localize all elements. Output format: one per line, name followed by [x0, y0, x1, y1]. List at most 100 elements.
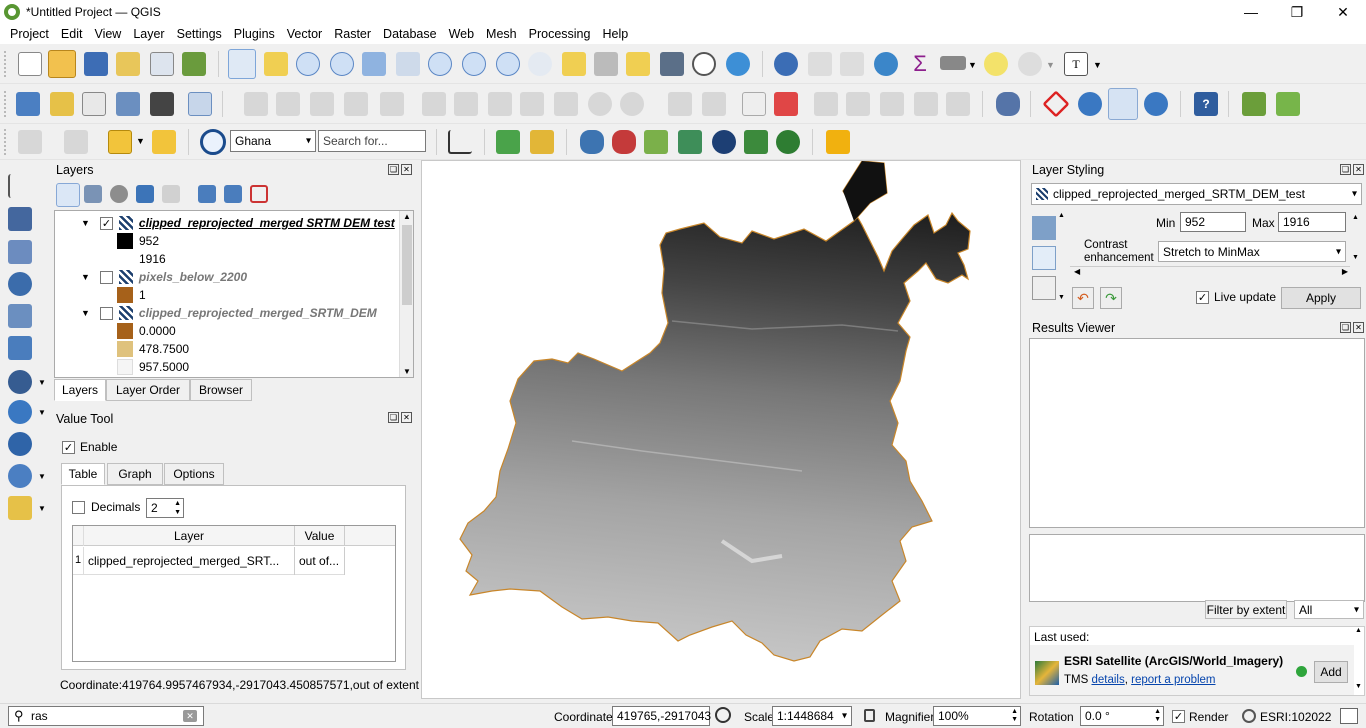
service-item[interactable]: ESRI Satellite (ArcGIS/World_Imagery) TM… [1030, 645, 1354, 695]
search-icon[interactable] [200, 129, 226, 155]
digitizing-tools-icon[interactable] [530, 130, 554, 154]
new-3d-map-icon[interactable] [594, 52, 618, 76]
add-group-icon[interactable] [84, 185, 102, 203]
expand-arrow-icon[interactable]: ▼ [81, 272, 90, 282]
float-panel-icon[interactable]: ❏ [388, 412, 399, 423]
crs-globe-icon[interactable] [1242, 709, 1256, 723]
manage-visibility-icon[interactable] [110, 185, 128, 203]
deselect-all-icon[interactable] [108, 130, 132, 154]
close-button[interactable]: ✕ [1337, 3, 1349, 20]
quickmapservices-icon[interactable] [1144, 92, 1168, 116]
menu-vector[interactable]: Vector [286, 27, 323, 41]
add-wfs-icon[interactable] [8, 432, 32, 456]
float-panel-icon[interactable]: ❏ [1340, 164, 1351, 175]
add-feature-icon[interactable] [344, 92, 368, 116]
chevron-down-icon[interactable]: ▼ [1093, 60, 1102, 70]
style-manager-icon[interactable] [182, 52, 206, 76]
float-panel-icon[interactable]: ❏ [1340, 322, 1351, 333]
menu-layer[interactable]: Layer [133, 27, 165, 41]
identify-point-icon[interactable] [152, 130, 176, 154]
show-bookmarks-icon[interactable] [660, 52, 684, 76]
measure-line-icon[interactable] [940, 56, 966, 70]
max-input[interactable]: 1916 [1278, 212, 1346, 232]
zoom-next-icon[interactable] [528, 52, 552, 76]
enable-checkbox[interactable]: ✓ [62, 440, 75, 454]
tab-layer-order[interactable]: Layer Order [106, 379, 190, 401]
expand-all-icon[interactable] [198, 185, 216, 203]
filter-combo[interactable]: All [1294, 600, 1364, 619]
new-map-view-icon[interactable] [562, 52, 586, 76]
layer-visibility-checkbox[interactable]: ✓ [99, 216, 113, 230]
open-map-icon[interactable] [744, 130, 768, 154]
close-panel-icon[interactable]: ✕ [401, 412, 412, 423]
rotation-spinbox[interactable]: 0.0 ° ▲ ▼ [1080, 706, 1164, 726]
layer-name[interactable]: clipped_reprojected_merged_SRTM_DEM [138, 306, 377, 320]
symbology-tab-icon[interactable] [1032, 216, 1056, 240]
statistical-summary-icon[interactable]: Σ [913, 51, 927, 76]
scroll-up-icon[interactable]: ▲ [1355, 627, 1362, 634]
scroll-right-icon[interactable]: ▶ [1341, 267, 1348, 276]
close-panel-icon[interactable]: ✕ [1353, 164, 1364, 175]
magnifier-spinbox[interactable]: 100% ▲ ▼ [933, 706, 1021, 726]
identify-features-icon[interactable] [774, 52, 798, 76]
layer-visibility-checkbox[interactable] [99, 306, 113, 320]
render-checkbox[interactable]: ✓ [1172, 710, 1185, 723]
side-scrollbar[interactable]: ▲ ▼ [1058, 210, 1066, 310]
data-source-manager-icon[interactable] [16, 92, 40, 116]
spin-arrows-icon[interactable]: ▲ ▼ [1011, 708, 1018, 723]
menu-processing[interactable]: Processing [528, 27, 591, 41]
layer-name[interactable]: pixels_below_2200 [138, 270, 247, 284]
styling-layer-combo[interactable]: clipped_reprojected_merged_SRTM_DEM_test [1031, 183, 1362, 205]
tab-table[interactable]: Table [61, 463, 105, 485]
region-combo[interactable]: Ghana [230, 130, 316, 152]
expand-arrow-icon[interactable]: ▼ [81, 218, 90, 228]
min-input[interactable]: 952 [1180, 212, 1246, 232]
locator-search-input[interactable]: ⚲ ras ✕ [8, 706, 204, 726]
tab-graph[interactable]: Graph [107, 463, 163, 485]
open-styling-panel-icon[interactable] [56, 183, 80, 207]
db-manager-icon[interactable] [996, 92, 1020, 116]
save-as-icon[interactable] [116, 52, 140, 76]
menu-help[interactable]: Help [602, 27, 629, 41]
live-update-checkbox[interactable]: ✓ [1196, 290, 1209, 304]
coordinate-field[interactable]: 419765,-2917043 [612, 706, 711, 726]
open-project-icon[interactable] [48, 50, 76, 78]
label-toolbar-icon[interactable] [668, 92, 692, 116]
new-project-icon[interactable] [18, 52, 42, 76]
scroll-up-icon[interactable]: ▲ [403, 212, 411, 221]
print-layout-icon[interactable] [150, 52, 174, 76]
current-edits-icon[interactable] [276, 92, 300, 116]
gps-icon[interactable] [150, 92, 174, 116]
details-link[interactable]: details [1091, 674, 1125, 686]
styling-hscrollbar[interactable]: ◀ ▶ [1070, 266, 1350, 278]
last-used-scrollbar[interactable]: ▲ ▼ [1355, 627, 1365, 695]
scroll-down-icon[interactable]: ▼ [1058, 294, 1065, 301]
spin-arrows-icon[interactable]: ▲ ▼ [174, 500, 181, 516]
globe-icon[interactable] [712, 130, 736, 154]
layer-visibility-checkbox[interactable] [99, 270, 113, 284]
change-label-icon[interactable] [946, 92, 970, 116]
modify-attributes-icon[interactable] [422, 92, 446, 116]
route-icon[interactable] [826, 130, 850, 154]
filter-expression-icon[interactable] [162, 185, 180, 203]
add-vector-layer-icon[interactable] [8, 174, 32, 198]
styling-vscrollbar[interactable]: ▲ ▼ [1352, 214, 1362, 264]
scrollbar-thumb[interactable] [402, 225, 412, 305]
zoom-to-selection-icon[interactable] [396, 52, 420, 76]
menu-edit[interactable]: Edit [60, 27, 83, 41]
scroll-down-icon[interactable]: ▼ [403, 367, 411, 376]
tab-layers[interactable]: Layers [54, 379, 106, 401]
undo-icon[interactable] [588, 92, 612, 116]
open-field-calculator-icon[interactable] [840, 52, 864, 76]
map-canvas[interactable] [421, 160, 1021, 699]
add-postgis-icon[interactable] [8, 370, 32, 394]
tab-options[interactable]: Options [164, 463, 224, 485]
close-panel-icon[interactable]: ✕ [1353, 322, 1364, 333]
spin-arrows-icon[interactable]: ▲ ▼ [1154, 708, 1161, 723]
quick-search-icon[interactable] [496, 130, 520, 154]
temporal-controller-icon[interactable] [692, 52, 716, 76]
chevron-down-icon[interactable]: ▼ [1046, 60, 1055, 70]
table-row[interactable]: 1 clipped_reprojected_merged_SRT... out … [73, 547, 345, 575]
chevron-down-icon[interactable]: ▼ [38, 378, 46, 387]
column-header-value[interactable]: Value [295, 526, 345, 546]
